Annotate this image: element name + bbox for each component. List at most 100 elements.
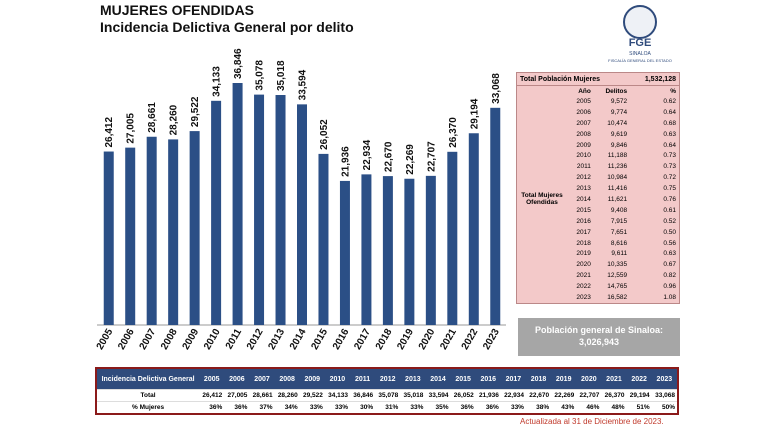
value-label: 22,707 — [426, 141, 437, 172]
bottom-cell: 33,068 — [651, 389, 678, 402]
side-cell: 9,611 — [611, 250, 628, 258]
bottom-cell: 36,846 — [349, 389, 376, 402]
side-cell: 2010 — [576, 152, 591, 160]
side-cell: 0.72 — [663, 174, 676, 182]
bottom-table: Incidencia Delictiva General 2005 2006 2007… — [95, 367, 679, 415]
bar — [404, 178, 415, 325]
value-label: 35,078 — [255, 60, 266, 91]
chart-subtitle: Incidencia Delictiva General por delito — [100, 19, 354, 35]
side-cell: 2013 — [576, 185, 591, 193]
bottom-cell: 33% — [500, 401, 526, 414]
bottom-cell: 35% — [425, 401, 451, 414]
bar — [103, 151, 114, 325]
bottom-header: 2013 — [400, 368, 426, 390]
side-row: 2007 10,474 0.68 — [517, 118, 680, 129]
x-tick-label: 2017 — [352, 327, 373, 352]
side-cell: 0.56 — [663, 239, 676, 247]
bottom-cell: 26,370 — [601, 389, 627, 402]
side-cell: 0.64 — [663, 141, 676, 149]
side-cell: 9,774 — [610, 108, 628, 116]
side-cell: 2011 — [576, 163, 591, 171]
side-row: 2012 10,984 0.72 — [517, 172, 680, 183]
side-cell: 2005 — [576, 97, 591, 105]
side-cell: 2018 — [576, 239, 591, 247]
side-cell: 0.52 — [663, 217, 676, 225]
side-cell: 2019 — [576, 250, 591, 258]
bottom-header: 2016 — [475, 368, 501, 390]
bottom-header: 2020 — [576, 368, 602, 390]
side-total: 1,532,128 — [630, 72, 680, 86]
bottom-cell: 28,661 — [249, 389, 275, 402]
bottom-cell: 50% — [651, 401, 678, 414]
bottom-header: 2008 — [274, 368, 300, 390]
value-label: 21,936 — [340, 146, 351, 177]
side-cell: 0.68 — [663, 119, 676, 127]
bottom-cell: 36% — [475, 401, 501, 414]
population-label: Población general de Sinaloa: — [534, 325, 664, 335]
bar — [297, 104, 307, 325]
side-cell: 2014 — [576, 195, 591, 203]
bottom-cell: 22,934 — [500, 389, 526, 402]
side-cell: 2006 — [576, 108, 591, 116]
side-cell: 2012 — [576, 174, 591, 182]
side-cell: 11,188 — [607, 152, 628, 160]
bar — [447, 151, 458, 325]
side-cell: 10,474 — [607, 119, 628, 127]
bar — [211, 100, 222, 325]
value-label: 22,269 — [405, 144, 416, 175]
value-label: 22,670 — [383, 141, 394, 172]
bottom-header: 2017 — [500, 368, 526, 390]
population-box: Población general de Sinaloa: 3,026,943 — [518, 318, 680, 356]
side-row: 2020 10,335 0.67 — [517, 259, 680, 270]
chart: FGE SINALOA FISCALÍA GENERAL DEL ESTADO … — [95, 5, 672, 352]
side-cell: 7,651 — [610, 228, 628, 236]
side-cell: 12,559 — [607, 272, 628, 280]
bar — [275, 95, 286, 326]
side-cell: 1.08 — [663, 293, 676, 301]
side-row: 2008 9,619 0.63 — [517, 129, 680, 140]
chart-title: MUJERES OFENDIDAS — [100, 2, 255, 18]
bottom-header: 2019 — [551, 368, 577, 390]
bottom-header: 2023 — [651, 368, 678, 390]
bottom-cell: 36% — [224, 401, 250, 414]
x-tick-label: 2023 — [481, 327, 502, 352]
logo: FGE SINALOA FISCALÍA GENERAL DEL ESTADO — [608, 5, 672, 63]
bottom-cell: 37% — [249, 401, 275, 414]
side-row: 2023 16,582 1.08 — [517, 292, 680, 303]
side-cell: 0.73 — [663, 163, 676, 171]
side-cell: 0.62 — [663, 97, 676, 105]
value-label: 33,068 — [491, 73, 502, 104]
bar — [382, 176, 393, 325]
footnote: Actualizada al 31 de Diciembre de 2023. — [520, 417, 664, 426]
side-cell: 0.61 — [663, 206, 676, 214]
side-row: 2006 9,774 0.64 — [517, 107, 680, 118]
bottom-cell: 34% — [274, 401, 300, 414]
bar — [339, 180, 350, 325]
side-cell: 7,915 — [610, 217, 628, 225]
logo-acronym: FGE — [629, 37, 652, 49]
bottom-cell: 22,707 — [576, 389, 602, 402]
side-title: Total Población Mujeres — [516, 72, 631, 86]
x-tick-label: 2013 — [266, 327, 287, 352]
side-cell: 11,621 — [607, 195, 628, 203]
value-label: 34,133 — [212, 66, 223, 97]
side-cell: 9,408 — [610, 206, 628, 214]
bottom-cell: % Mujeres — [96, 401, 200, 414]
bar — [468, 133, 479, 325]
bottom-header: 2011 — [349, 368, 376, 390]
bar — [125, 147, 136, 325]
side-cell: 8,616 — [610, 239, 628, 247]
side-cell: 11,416 — [607, 185, 628, 193]
side-group-label: Total Mujeres Ofendidas — [521, 192, 563, 207]
side-cell: 16,582 — [607, 293, 628, 301]
bottom-header: 2006 — [224, 368, 250, 390]
side-title-row: Total Población Mujeres 1,532,128 — [516, 72, 680, 86]
side-row: 2014 11,621 0.76 — [517, 194, 680, 205]
value-label: 27,005 — [126, 113, 137, 144]
bottom-header-row: Incidencia Delictiva General 2005 2006 2007… — [96, 368, 678, 390]
side-row: 2011 11,236 0.73 — [517, 161, 680, 172]
bottom-header: 2012 — [375, 368, 401, 390]
side-table: Total Población Mujeres 1,532,128 Año Delit… — [516, 72, 680, 304]
side-cell: 2017 — [576, 228, 591, 236]
bottom-header: Incidencia Delictiva General — [96, 368, 200, 390]
